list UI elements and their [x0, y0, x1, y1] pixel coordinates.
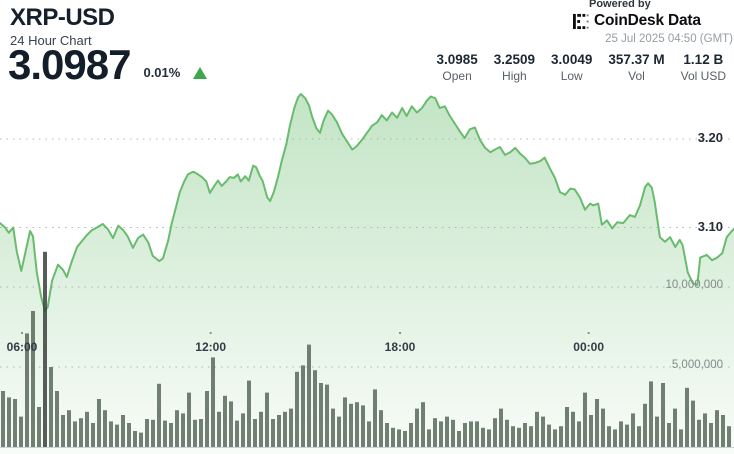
stat-volume-label: Vol [628, 69, 645, 83]
current-price-row: 3.0987 0.01% [8, 41, 208, 88]
page-title: XRP-USD [10, 4, 115, 31]
stats-row: 3.0985 Open 3.2509 High 3.0049 Low 357.3… [436, 52, 726, 83]
price-axis-tick-310: 3.10 [697, 218, 723, 234]
volume-axis-tick-5m: 5,000,000 [671, 359, 723, 371]
stat-high-value: 3.2509 [493, 52, 536, 67]
chart-timestamp: 25 Jul 2025 04:50 (GMT) [605, 33, 733, 45]
time-axis-tick-1800: 18:00 [384, 340, 416, 354]
coindesk-brand-text: CoinDesk Data [594, 12, 701, 29]
branding-block: Powered by CoinDesk Data 25 Jul 2025 04:… [573, 0, 733, 45]
stat-volume: 357.37 M Vol [608, 52, 664, 83]
stat-low: 3.0049 Low [551, 52, 592, 83]
stat-high-label: High [502, 69, 527, 83]
stat-open-label: Open [442, 69, 472, 83]
stat-volume-usd: 1.12 B Vol USD [681, 52, 726, 83]
stat-open-value: 3.0985 [436, 52, 478, 67]
stat-low-label: Low [560, 69, 583, 83]
price-axis-tick-320: 3.20 [697, 130, 723, 145]
stat-volume-usd-value: 1.12 B [683, 52, 724, 67]
chart-period-label: 24 Hour Chart [10, 33, 92, 49]
stat-volume-value: 357.37 M [608, 52, 665, 67]
powered-by-label: Powered by [589, 0, 651, 10]
price-change-percent: 0.01% [143, 65, 181, 80]
stat-open: 3.0985 Open [436, 52, 477, 83]
time-axis-tick-1200: 12:00 [195, 340, 226, 354]
current-price: 3.0987 [8, 41, 131, 88]
time-axis-tick-0000: 00:00 [573, 340, 604, 354]
volume-axis-tick-10m: 10,000,000 [665, 279, 723, 291]
coindesk-data-link[interactable]: CoinDesk Data [573, 12, 733, 30]
stat-volume-usd-label: Vol USD [680, 69, 726, 83]
coindesk-logo-icon [573, 13, 589, 29]
price-up-arrow-icon [193, 67, 208, 79]
time-axis-tick-0600: 06:00 [6, 340, 38, 354]
stat-low-value: 3.0049 [551, 52, 593, 67]
chart-header: XRP-USD 24 Hour Chart [10, 5, 115, 48]
stat-high: 3.2509 High [494, 52, 535, 83]
